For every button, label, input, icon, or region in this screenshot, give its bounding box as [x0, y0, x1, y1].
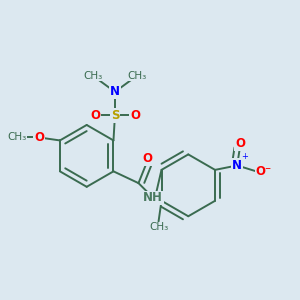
Text: O: O: [235, 137, 245, 150]
Text: NH: NH: [143, 191, 163, 204]
Text: O: O: [130, 109, 140, 122]
Text: O⁻: O⁻: [256, 165, 272, 178]
Text: CH₃: CH₃: [83, 71, 103, 81]
Text: CH₃: CH₃: [128, 71, 147, 81]
Text: N: N: [232, 159, 242, 172]
Text: O: O: [90, 109, 100, 122]
Text: O: O: [142, 152, 152, 165]
Text: N: N: [110, 85, 120, 98]
Text: S: S: [111, 109, 119, 122]
Text: CH₃: CH₃: [8, 133, 27, 142]
Text: +: +: [241, 152, 248, 161]
Text: O: O: [34, 131, 44, 144]
Text: CH₃: CH₃: [149, 222, 168, 232]
